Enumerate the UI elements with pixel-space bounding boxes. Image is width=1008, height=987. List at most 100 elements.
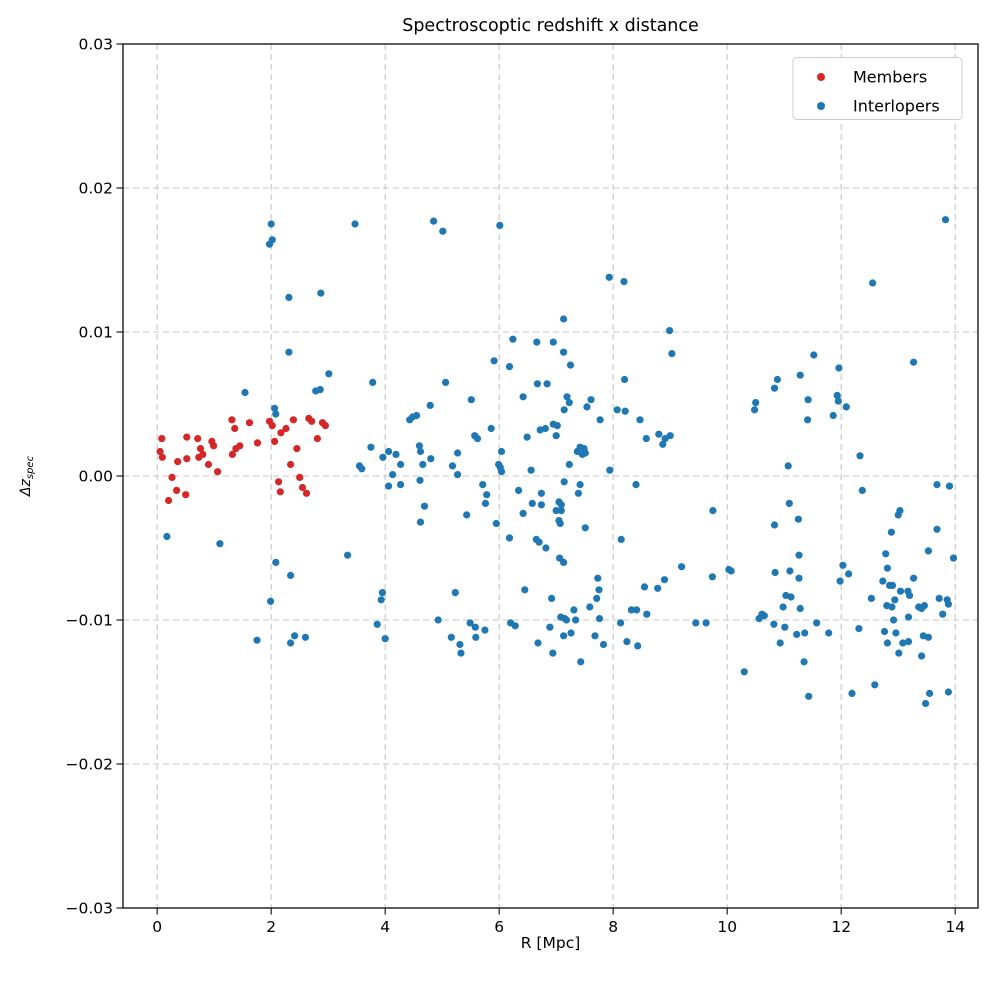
data-point-interlopers xyxy=(621,375,629,384)
data-point-members xyxy=(245,419,254,427)
data-point-interlopers xyxy=(287,571,295,580)
data-point-interlopers xyxy=(666,432,674,440)
data-point-members xyxy=(253,439,262,447)
data-point-members xyxy=(289,416,297,424)
data-point-interlopers xyxy=(413,411,421,420)
data-point-interlopers xyxy=(606,466,614,474)
data-point-interlopers xyxy=(519,509,527,517)
data-point-members xyxy=(228,416,236,424)
data-point-interlopers xyxy=(397,481,405,489)
data-point-interlopers xyxy=(920,602,929,610)
data-point-interlopers xyxy=(935,594,943,603)
data-point-interlopers xyxy=(888,581,897,590)
data-point-interlopers xyxy=(546,623,554,631)
data-point-interlopers xyxy=(542,544,550,552)
data-point-interlopers xyxy=(487,424,495,433)
data-point-interlopers xyxy=(880,627,889,636)
data-point-interlopers xyxy=(593,594,601,603)
data-point-interlopers xyxy=(216,540,224,548)
data-point-interlopers xyxy=(643,610,651,618)
data-point-interlopers xyxy=(796,371,804,379)
data-point-interlopers xyxy=(457,649,465,657)
data-point-interlopers xyxy=(565,399,573,407)
data-point-interlopers xyxy=(497,468,506,476)
data-point-interlopers xyxy=(358,465,366,473)
data-point-interlopers xyxy=(786,567,794,575)
data-point-interlopers xyxy=(858,486,866,494)
data-point-interlopers xyxy=(415,442,423,450)
data-point-interlopers xyxy=(891,596,899,604)
data-point-interlopers xyxy=(871,681,879,689)
data-point-interlopers xyxy=(835,364,843,372)
data-point-interlopers xyxy=(945,482,954,490)
data-point-interlopers xyxy=(447,633,455,641)
data-point-interlopers xyxy=(755,615,763,623)
data-point-interlopers xyxy=(560,558,568,567)
data-points-layer xyxy=(156,216,958,708)
data-point-interlopers xyxy=(882,550,890,558)
data-point-interlopers xyxy=(642,435,650,443)
data-point-members xyxy=(276,488,284,496)
data-point-interlopers xyxy=(944,688,953,696)
data-point-interlopers xyxy=(163,532,171,541)
data-point-interlopers xyxy=(389,471,397,479)
data-point-interlopers xyxy=(434,616,442,624)
y-tick-label: 0.03 xyxy=(78,36,113,54)
data-point-interlopers xyxy=(426,401,434,409)
data-point-interlopers xyxy=(541,424,550,433)
data-point-interlopers xyxy=(776,639,784,647)
data-point-interlopers xyxy=(377,596,385,604)
data-point-interlopers xyxy=(557,507,565,515)
data-point-interlopers xyxy=(825,629,833,637)
y-tick-label: 0.00 xyxy=(78,468,113,486)
x-tick-label: 14 xyxy=(945,918,965,936)
data-point-interlopers xyxy=(910,574,918,582)
data-point-interlopers xyxy=(692,619,700,627)
data-point-interlopers xyxy=(533,380,542,388)
data-point-interlopers xyxy=(845,570,853,578)
data-point-interlopers xyxy=(385,482,393,490)
legend-marker-members xyxy=(817,73,825,81)
y-axis-label-subscript: spec xyxy=(25,455,36,479)
data-point-interlopers xyxy=(397,460,405,469)
data-point-interlopers xyxy=(655,430,663,438)
data-point-interlopers xyxy=(949,554,958,562)
data-point-interlopers xyxy=(839,561,847,569)
data-point-interlopers xyxy=(301,633,309,641)
data-point-interlopers xyxy=(888,603,896,611)
data-point-interlopers xyxy=(563,393,571,401)
data-point-interlopers xyxy=(620,278,628,286)
x-tick-label: 6 xyxy=(494,918,504,936)
data-point-interlopers xyxy=(796,604,804,613)
y-axis-label-base: Δz xyxy=(18,479,34,498)
data-point-interlopers xyxy=(787,593,795,601)
data-point-interlopers xyxy=(548,594,556,603)
data-point-interlopers xyxy=(344,551,352,559)
y-tick-label: −0.02 xyxy=(66,756,114,774)
data-point-interlopers xyxy=(933,481,941,489)
data-point-members xyxy=(231,424,239,433)
data-point-members xyxy=(158,453,166,461)
data-point-interlopers xyxy=(373,620,381,628)
data-point-interlopers xyxy=(813,619,821,627)
data-point-interlopers xyxy=(466,619,474,627)
data-point-interlopers xyxy=(596,416,604,424)
data-point-interlopers xyxy=(515,486,523,494)
data-point-interlopers xyxy=(549,649,557,657)
data-point-interlopers xyxy=(496,221,504,229)
data-point-interlopers xyxy=(472,633,480,641)
data-point-interlopers xyxy=(557,501,565,509)
data-point-interlopers xyxy=(869,279,877,287)
chart-title: Spectroscoptic redshift x distance xyxy=(402,16,699,36)
data-point-interlopers xyxy=(933,525,941,533)
data-point-interlopers xyxy=(492,519,500,528)
data-point-interlopers xyxy=(537,501,546,509)
data-point-interlopers xyxy=(316,386,324,394)
data-point-interlopers xyxy=(567,629,575,637)
data-point-members xyxy=(182,491,190,499)
data-point-interlopers xyxy=(633,606,641,614)
data-point-interlopers xyxy=(924,633,933,641)
data-point-interlopers xyxy=(497,447,506,456)
data-point-interlopers xyxy=(924,547,933,555)
data-point-interlopers xyxy=(896,507,904,515)
